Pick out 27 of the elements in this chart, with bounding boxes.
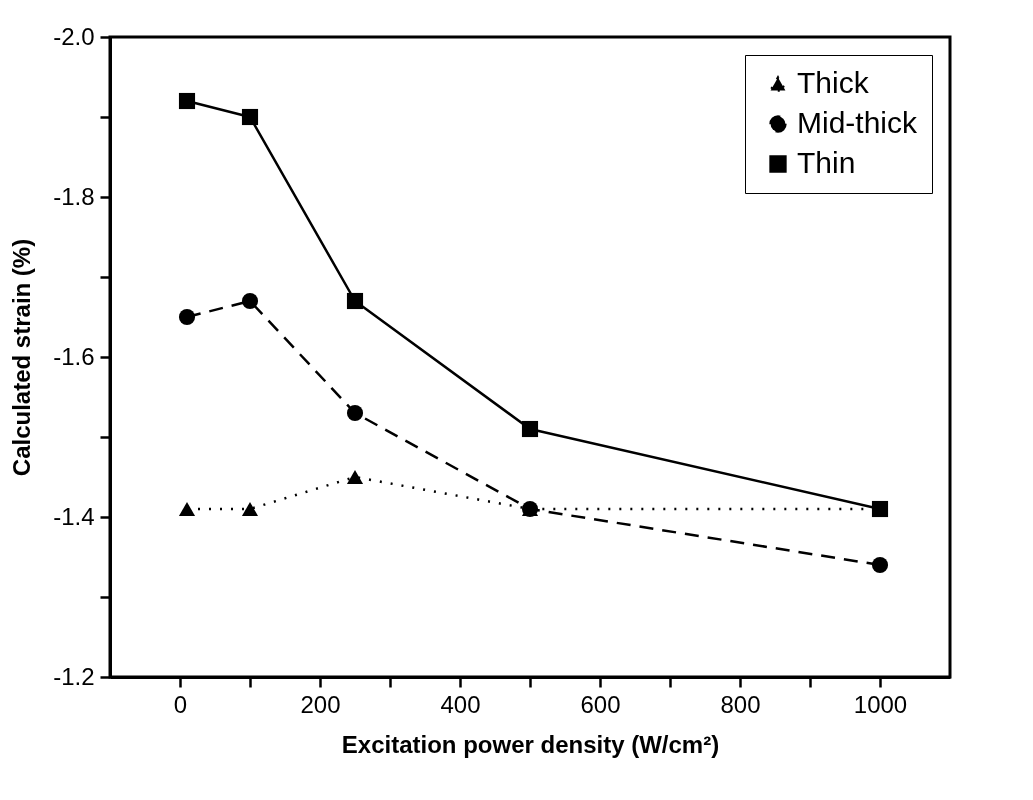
x-tick-label: 400 — [440, 690, 481, 718]
point — [241, 108, 259, 126]
y-tick-label: -2.0 — [53, 22, 95, 50]
point — [178, 308, 196, 326]
x-tick-label: 200 — [300, 690, 341, 718]
x-tick-label: 600 — [580, 690, 621, 718]
point — [346, 292, 364, 310]
y-tick-label: -1.8 — [53, 182, 95, 210]
y-axis-title: Calculated strain (%) — [8, 238, 36, 477]
point — [346, 404, 364, 422]
legend-label: Thin — [797, 146, 856, 179]
point — [178, 92, 196, 110]
y-tick-label: -1.2 — [53, 662, 95, 690]
y-tick-label: -1.6 — [53, 342, 95, 370]
x-axis-title: Excitation power density (W/cm²) — [341, 730, 720, 758]
x-tick-label: 1000 — [853, 690, 908, 718]
point — [346, 470, 364, 484]
point — [871, 556, 889, 574]
legend-label: Thick — [797, 66, 870, 99]
point — [241, 292, 259, 310]
legend-label: Mid-thick — [797, 106, 919, 139]
y-tick-label: -1.4 — [53, 502, 95, 530]
point — [521, 420, 539, 438]
point — [178, 502, 196, 516]
point — [241, 502, 259, 516]
x-tick-label: 0 — [173, 690, 188, 718]
x-tick-label: 800 — [720, 690, 761, 718]
